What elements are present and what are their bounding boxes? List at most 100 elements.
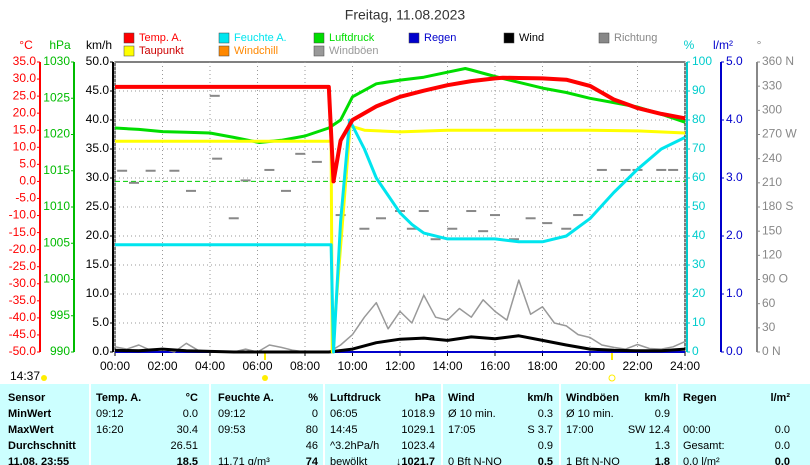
table-cell: Wind (448, 392, 475, 404)
x-tick-label: 22:00 (622, 359, 652, 373)
table-cell: 0.0 (775, 456, 790, 465)
y-tick-label: 360 N (762, 54, 794, 68)
legend-swatch (503, 32, 515, 44)
series-line (114, 334, 686, 354)
y-tick-label: -15.0 (9, 225, 37, 239)
table-cell: hPa (415, 392, 436, 404)
y-tick-label: 1015 (43, 163, 70, 177)
legend-swatch (313, 45, 325, 57)
y-tick-label: 1000 (43, 272, 70, 286)
y-tick-label: 30 (692, 257, 706, 271)
y-tick-label: -20.0 (9, 242, 37, 256)
y-tick-label: -50.0 (9, 344, 37, 358)
y-tick-label: 10.0 (86, 286, 110, 300)
direction-mark (573, 214, 584, 217)
series-line (114, 67, 686, 144)
table-cell: 09:12 (96, 408, 124, 420)
y-tick-label: 1025 (43, 90, 70, 104)
y-tick-label: -35.0 (9, 293, 37, 307)
y-tick-label: 0.0 (19, 174, 36, 188)
y-tick-label: 30.0 (13, 71, 37, 85)
y-tick-label: -30.0 (9, 276, 37, 290)
table-cell: Feuchte A. (218, 392, 274, 404)
x-tick-label: 18:00 (527, 359, 557, 373)
x-tick-label: 12:00 (385, 359, 415, 373)
direction-mark (281, 189, 291, 192)
table-cell: 17:00 (566, 424, 594, 436)
table-cell: ^3.2hPa/h (330, 440, 379, 452)
direction-mark (376, 217, 386, 220)
y-tick-label: 2.0 (726, 228, 743, 242)
direction-mark (430, 238, 441, 241)
table-cell: Temp. A. (96, 392, 141, 404)
direction-mark (145, 169, 156, 172)
table-cell: Luftdruck (330, 392, 382, 404)
y-tick-label: 20.0 (13, 105, 37, 119)
table-cell: SW 12.4 (628, 424, 670, 436)
axis-unit: l/m² (713, 38, 733, 52)
legend-label: Windböen (329, 45, 379, 57)
legend-swatch (313, 32, 325, 44)
table-cell: S 3.7 (527, 424, 553, 436)
table-cell: 17:05 (448, 424, 476, 436)
y-tick-label: 995 (50, 308, 70, 322)
y-tick-label: 3.0 (726, 170, 743, 184)
table-cell: 1 Bft N-NO (566, 456, 620, 465)
table-cell: 1018.9 (401, 408, 435, 420)
axis-unit: ° (757, 38, 762, 52)
y-tick-label: 90 (692, 83, 706, 97)
table-cell: Ø 10 min. (566, 408, 614, 420)
legend-label: Temp. A. (139, 32, 182, 44)
table-cell: 09:12 (218, 408, 246, 420)
y-tick-label: 100 (692, 54, 712, 68)
table-cell: 1023.4 (401, 440, 435, 452)
y-tick-label: 240 (762, 151, 782, 165)
y-tick-label: 30 (762, 320, 776, 334)
direction-mark (117, 169, 128, 172)
x-tick-label: 04:00 (195, 359, 225, 373)
y-tick-label: 40.0 (86, 112, 110, 126)
table-cell: Durchschnitt (8, 440, 76, 452)
y-tick-label: 0 (692, 344, 699, 358)
y-tick-label: 1010 (43, 199, 70, 213)
y-tick-label: 45.0 (86, 83, 110, 97)
y-tick-label: 10 (692, 315, 706, 329)
y-tick-label: 5.0 (726, 54, 743, 68)
direction-mark (620, 168, 631, 171)
y-tick-label: 25.0 (13, 88, 37, 102)
table-cell: 16:20 (96, 424, 124, 436)
table-separators (89, 384, 678, 465)
legend-swatch (408, 32, 420, 44)
table-cell: km/h (644, 392, 670, 404)
x-tick-label: 02:00 (147, 359, 177, 373)
y-tick-label: 300 (762, 103, 782, 117)
series-line (115, 75, 686, 184)
table-cell: 26.51 (170, 440, 198, 452)
table-cell: 0.9 (538, 440, 553, 452)
table-cell: 0.5 (538, 456, 553, 465)
direction-mark (447, 227, 458, 230)
y-tick-label: 1005 (43, 235, 70, 249)
direction-mark (478, 230, 489, 233)
direction-mark (129, 181, 139, 184)
table-cell: 0 (312, 408, 318, 420)
y-tick-label: -25.0 (9, 259, 37, 273)
axis-unit: hPa (49, 38, 71, 52)
axis-unit: °C (19, 38, 33, 52)
x-tick-label: 16:00 (480, 359, 510, 373)
y-tick-label: 210 (762, 175, 782, 189)
direction-mark (264, 168, 275, 171)
x-tick-label: 20:00 (575, 359, 605, 373)
data-table: Sensor Temp. A. °C Feuchte A.% Luftdruck hPa W… (8, 392, 790, 465)
table-cell: Ø 10 min. (448, 408, 496, 420)
legend-label: Richtung (614, 32, 657, 44)
sunrise-icon (262, 375, 268, 381)
y-tick-label: 0.0 (92, 344, 109, 358)
y-tick-label: 20 (692, 286, 706, 300)
y-tick-label: 35.0 (86, 141, 110, 155)
legend-swatch (598, 32, 610, 44)
direction-mark (295, 152, 306, 155)
y-tick-label: 0 N (762, 344, 781, 358)
direction-mark (311, 160, 322, 163)
x-tick-label: 14:00 (432, 359, 462, 373)
